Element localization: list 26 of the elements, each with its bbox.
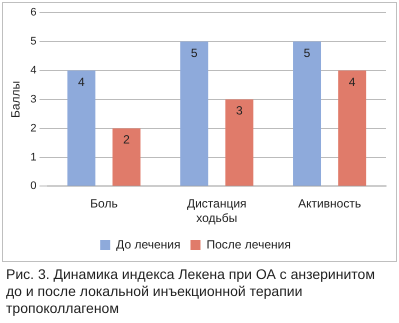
y-tick-label: 1	[30, 151, 37, 164]
x-tick-label: Боль	[90, 196, 118, 211]
data-label: 4	[78, 74, 86, 89]
data-label: 4	[348, 74, 356, 89]
x-tick-label: Дистанция ходьбы	[186, 196, 247, 226]
data-label: 2	[123, 132, 130, 147]
legend-label: До лечения	[116, 237, 180, 252]
data-label: 5	[190, 46, 198, 60]
data-label: 5	[304, 46, 311, 60]
legend-label: После лечения	[206, 237, 291, 252]
y-axis-title: Баллы	[8, 80, 23, 118]
bar	[293, 42, 322, 186]
bar	[180, 42, 208, 186]
data-label: 3	[236, 104, 243, 118]
y-tick-label: 6	[30, 6, 37, 19]
y-tick-label: 2	[30, 122, 37, 134]
y-tick-label: 5	[30, 36, 37, 48]
bar	[67, 70, 96, 186]
y-tick-label: 4	[30, 64, 37, 76]
text: Рис. 3. Динамика индекса Лекена при ОА с анзеринитом до и после локальной инъекционной терапии тропоколлагеном	[6, 266, 376, 317]
x-tick-label: Активность	[298, 196, 362, 211]
bar	[112, 128, 140, 186]
bar	[338, 70, 366, 186]
bar	[225, 99, 254, 186]
y-tick-label: 3	[30, 93, 37, 106]
y-tick-label: 0	[30, 180, 37, 192]
